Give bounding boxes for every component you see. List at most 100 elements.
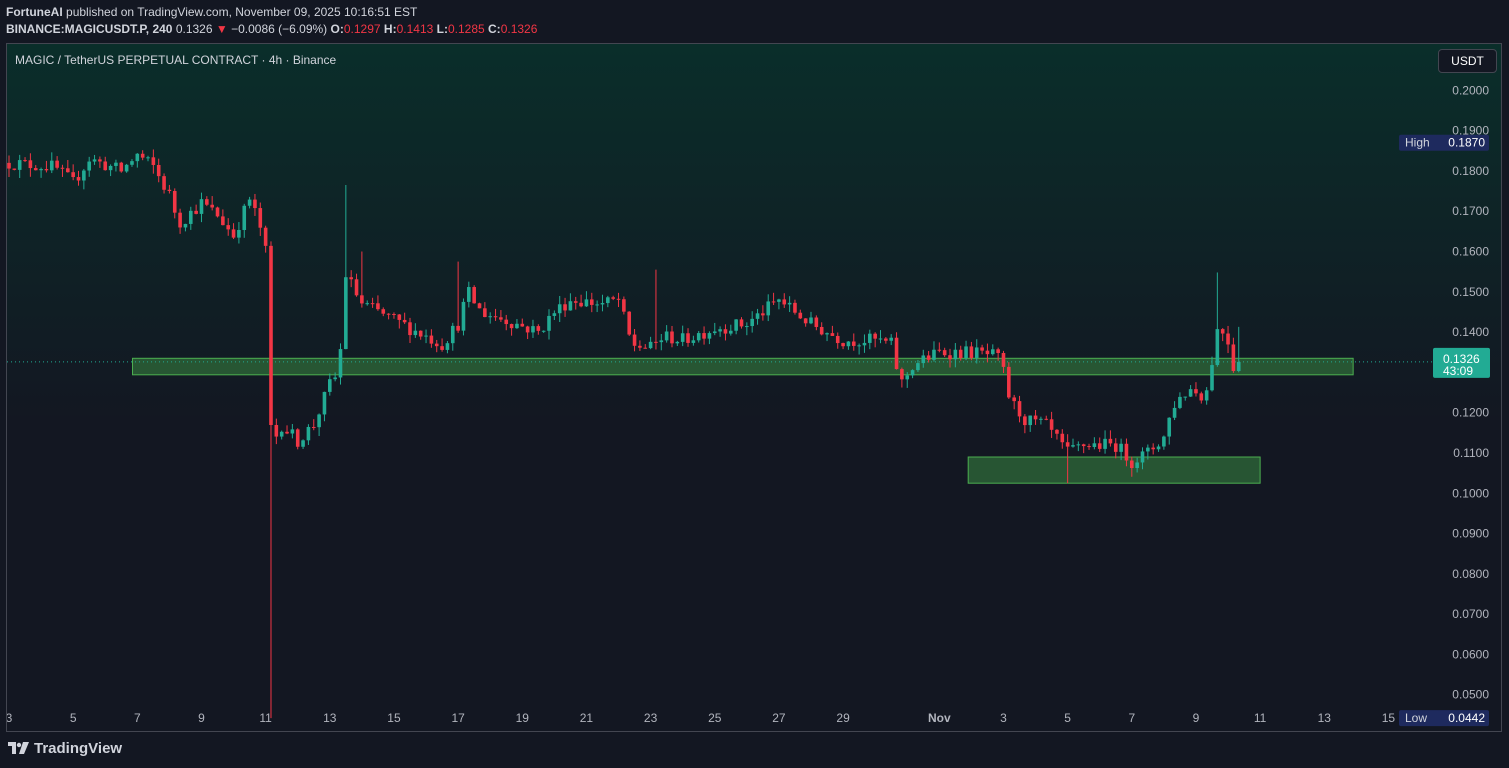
- candle-body: [504, 319, 509, 325]
- x-tick-label: 9: [1193, 711, 1200, 725]
- candle-body: [386, 313, 391, 315]
- candle-body: [851, 341, 856, 346]
- candle-body: [787, 302, 792, 305]
- candle-body: [739, 319, 744, 327]
- candle-body: [221, 216, 225, 226]
- candle-body: [878, 338, 883, 340]
- candle-body: [525, 326, 530, 333]
- candle-body: [483, 308, 487, 318]
- candle-body: [798, 312, 803, 319]
- low-value: 0.1285: [447, 22, 485, 36]
- candle-body: [627, 311, 632, 335]
- candle-body: [440, 346, 444, 350]
- candle-body: [194, 210, 198, 214]
- close-value: 0.1326: [500, 22, 538, 36]
- y-tick-label: 0.1900: [1452, 124, 1489, 138]
- candle-body: [782, 299, 787, 305]
- candle-body: [942, 350, 947, 356]
- candle-body: [595, 304, 599, 306]
- candle-body: [1087, 446, 1091, 448]
- x-tick-label: 9: [198, 711, 205, 725]
- candle-body: [814, 317, 819, 327]
- candle-body: [680, 333, 685, 342]
- candle-body: [771, 301, 776, 303]
- candle-body: [247, 199, 252, 206]
- candle-body: [809, 317, 813, 324]
- candle-body: [750, 318, 754, 327]
- candle-body: [1017, 401, 1022, 417]
- candle-body: [654, 341, 658, 343]
- footer-logo[interactable]: TradingView: [8, 740, 122, 757]
- candle-body: [17, 160, 22, 170]
- candle-body: [1231, 344, 1236, 372]
- candle-body: [370, 303, 375, 305]
- x-tick-label: 27: [772, 711, 786, 725]
- candle-body: [119, 162, 124, 172]
- candle-body: [1194, 389, 1198, 394]
- candle-body: [290, 429, 295, 434]
- candle-body: [990, 349, 995, 355]
- candle-body: [1108, 438, 1113, 444]
- candle-body: [317, 414, 321, 428]
- candle-body: [151, 157, 156, 165]
- candle-body: [467, 287, 471, 302]
- candle-body: [686, 333, 690, 343]
- y-tick-label: 0.1800: [1452, 164, 1489, 178]
- x-tick-label: 23: [644, 711, 658, 725]
- candle-body: [408, 322, 412, 336]
- candle-body: [499, 317, 503, 320]
- candle-body: [723, 329, 728, 334]
- candle-body: [279, 431, 284, 437]
- candle-body: [536, 326, 541, 331]
- candle-body: [509, 324, 514, 329]
- candle-body: [23, 160, 27, 162]
- candle-body: [258, 208, 263, 228]
- high-value: 0.1413: [396, 22, 434, 36]
- symbol-name: BINANCE:MAGICUSDT.P, 240: [6, 22, 173, 36]
- candle-body: [670, 331, 674, 344]
- candle-body: [328, 379, 332, 392]
- high-label: H:: [383, 22, 397, 36]
- candle-body: [755, 313, 760, 319]
- candle-body: [12, 168, 17, 170]
- candle-body: [445, 343, 450, 350]
- candle-body: [1135, 462, 1139, 469]
- candle-body: [1172, 407, 1177, 418]
- candle-body: [1167, 417, 1172, 437]
- candle-body: [285, 431, 289, 434]
- publish-info: FortuneAI published on TradingView.com, …: [6, 5, 417, 20]
- candle-body: [205, 199, 209, 205]
- candle-body: [868, 333, 872, 343]
- candle-body: [1049, 419, 1054, 430]
- candle-body: [1044, 418, 1049, 420]
- candle-body: [1103, 438, 1107, 449]
- candle-body: [985, 350, 990, 355]
- candle-body: [418, 330, 423, 337]
- x-tick-label: 21: [580, 711, 594, 725]
- candle-body: [547, 315, 551, 331]
- currency-button[interactable]: USDT: [1438, 49, 1497, 73]
- candle-body: [718, 329, 722, 332]
- author-name[interactable]: FortuneAI: [6, 5, 63, 19]
- candle-body: [130, 161, 134, 165]
- candle-body: [472, 287, 476, 304]
- support-zone-1: [967, 456, 1261, 484]
- candle-body: [932, 349, 936, 360]
- candle-body: [44, 169, 49, 171]
- low-label: L:: [436, 22, 448, 36]
- price-chart[interactable]: 0.2000 0.1900 0.1800 0.1700 0.1600 0.1500 0.14…: [7, 44, 1501, 731]
- candle-body: [905, 375, 910, 380]
- candle-body: [140, 153, 145, 158]
- y-tick-label: 0.0700: [1452, 607, 1489, 621]
- open-label: O:: [330, 22, 344, 36]
- candle-body: [1033, 415, 1038, 420]
- candle-body: [1001, 353, 1006, 367]
- candle-body: [49, 160, 54, 171]
- x-tick-label: 13: [1318, 711, 1332, 725]
- candle-body: [1012, 397, 1016, 402]
- low-marker-label: Low: [1405, 711, 1427, 725]
- candle-body: [311, 426, 316, 428]
- candle-body: [648, 341, 653, 349]
- candle-body: [958, 349, 963, 359]
- candle-body: [66, 168, 70, 173]
